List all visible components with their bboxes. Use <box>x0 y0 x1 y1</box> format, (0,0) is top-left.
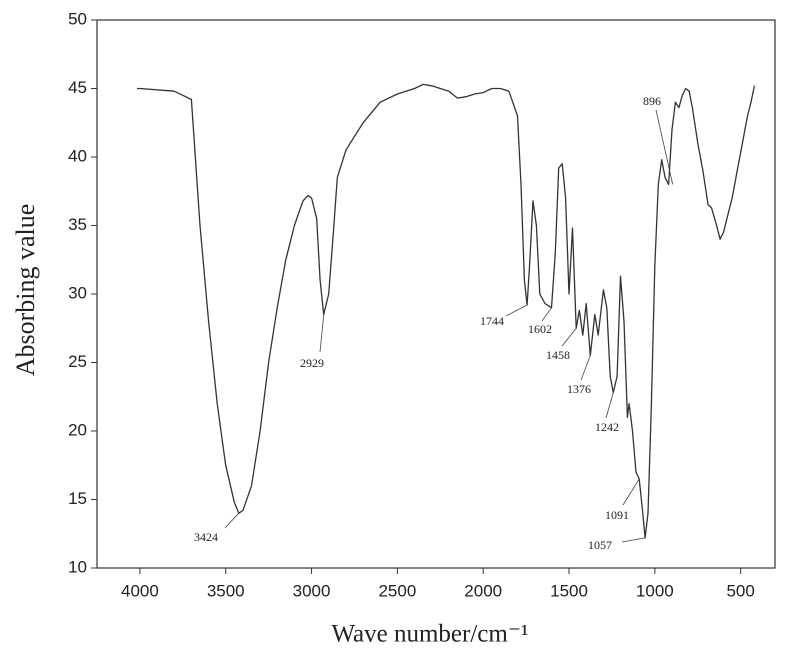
spectrum-line <box>137 83 756 539</box>
x-tick-label: 1500 <box>550 581 588 600</box>
annotation: 1744 <box>480 314 504 328</box>
annotation: 1602 <box>528 322 552 336</box>
annotation-leader <box>319 314 325 353</box>
y-tick-label: 40 <box>68 146 87 165</box>
annotation-leader <box>224 512 240 529</box>
y-tick-label: 15 <box>68 489 87 508</box>
x-tick-label: 4000 <box>121 581 159 600</box>
y-axis-label: Absorbing value <box>11 204 40 377</box>
y-tick-label: 50 <box>68 9 87 28</box>
y-tick-label: 25 <box>68 352 87 371</box>
annotation-leader <box>580 355 591 381</box>
x-tick-label: 3500 <box>207 581 245 600</box>
annotation-leader <box>561 327 577 347</box>
y-tick-label: 20 <box>68 420 87 439</box>
x-tick-label: 500 <box>726 581 754 600</box>
annotation: 2929 <box>300 356 324 370</box>
annotation-leader <box>622 478 640 506</box>
y-tick-label: 10 <box>68 557 87 576</box>
annotation-leader <box>505 304 528 317</box>
annotation-leader <box>621 537 646 543</box>
plot-frame <box>96 19 776 569</box>
annotation: 1458 <box>546 348 570 362</box>
x-tick-label: 3000 <box>293 581 331 600</box>
annotation-leader <box>541 307 552 322</box>
y-tick-label: 45 <box>68 78 87 97</box>
annotation: 1376 <box>567 382 591 396</box>
annotation-leader <box>605 392 614 419</box>
annotation-leader <box>655 109 674 185</box>
y-tick-label: 30 <box>68 283 87 302</box>
y-tick-label: 35 <box>68 215 87 234</box>
annotation: 1057 <box>588 538 612 552</box>
annotation: 1242 <box>595 420 619 434</box>
annotation: 3424 <box>194 530 218 544</box>
x-tick-label: 2000 <box>464 581 502 600</box>
x-axis-label: Wave number/cm⁻¹ <box>331 621 528 648</box>
annotation: 896 <box>643 94 661 108</box>
x-tick-label: 1000 <box>636 581 674 600</box>
x-tick-label: 2500 <box>378 581 416 600</box>
annotation: 1091 <box>605 508 629 522</box>
